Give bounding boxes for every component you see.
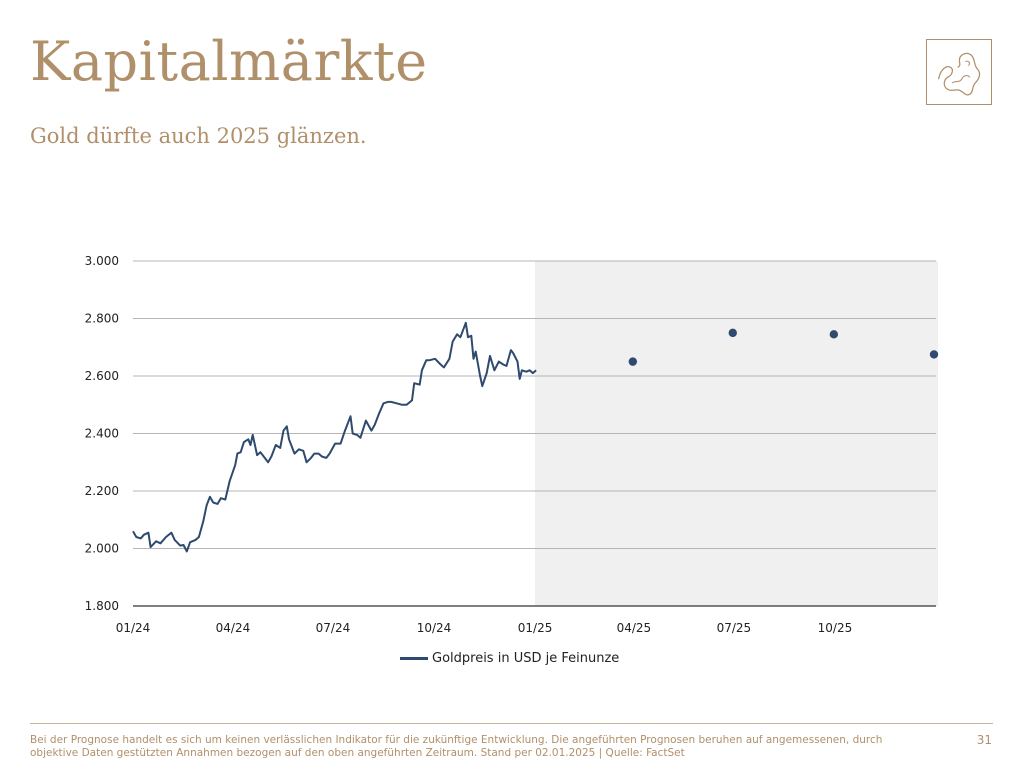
legend-swatch <box>400 657 428 660</box>
x-axis-ticks: 01/24 04/24 07/24 10/24 01/25 04/25 07/25 10/25 <box>116 621 853 635</box>
page-title: Kapitalmärkte <box>30 30 428 93</box>
x-tick-label: 01/25 <box>518 621 553 635</box>
page-subtitle: Gold dürfte auch 2025 glänzen. <box>30 124 367 148</box>
chart-legend: Goldpreis in USD je Feinunze <box>400 651 619 666</box>
x-tick-label: 04/25 <box>617 621 652 635</box>
legend-label: Goldpreis in USD je Feinunze <box>432 651 620 666</box>
forecast-points <box>628 328 939 366</box>
y-tick-label: 3.000 <box>85 254 119 268</box>
y-tick-label: 1.800 <box>85 599 119 613</box>
logo <box>926 39 992 105</box>
y-tick-label: 2.600 <box>85 369 119 383</box>
gold-price-chart: 1.800 2.000 2.200 2.400 2.600 2.800 3.000 01/2… <box>85 254 939 635</box>
y-tick-label: 2.400 <box>85 427 119 441</box>
footer-divider <box>30 723 993 724</box>
forecast-point <box>829 330 839 339</box>
x-tick-label: 01/24 <box>116 621 151 635</box>
x-tick-label: 10/25 <box>818 621 853 635</box>
y-tick-label: 2.000 <box>85 542 119 556</box>
page-number: 31 <box>976 733 992 747</box>
forecast-point <box>628 357 638 366</box>
grid-lines <box>133 260 936 607</box>
x-tick-label: 04/24 <box>216 621 251 635</box>
forecast-point <box>929 350 939 359</box>
x-tick-label: 07/25 <box>717 621 752 635</box>
y-tick-label: 2.800 <box>85 312 119 326</box>
map-icon <box>938 52 981 96</box>
y-tick-label: 2.200 <box>85 484 119 498</box>
series-line-goldpreis <box>132 321 537 553</box>
disclaimer-text: Bei der Prognose handelt es sich um kein… <box>30 734 883 759</box>
forecast-point <box>728 328 737 338</box>
x-tick-label: 10/24 <box>417 621 452 635</box>
y-axis-ticks: 1.800 2.000 2.200 2.400 2.600 2.800 3.000 <box>85 254 119 613</box>
x-tick-label: 07/24 <box>316 621 351 635</box>
